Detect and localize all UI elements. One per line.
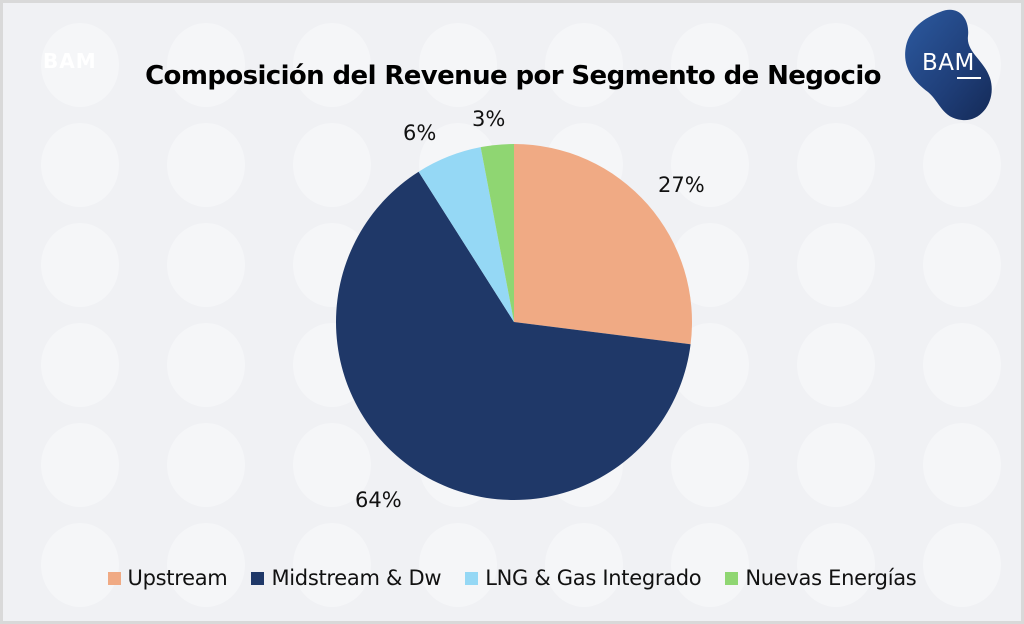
pie-slice-lng-gas-integrado bbox=[418, 147, 514, 322]
watermark-bam: BAM bbox=[43, 49, 97, 73]
legend-item-lng: LNG & Gas Integrado bbox=[465, 566, 702, 590]
watermark-blob bbox=[167, 223, 245, 307]
pie-slice-nuevas-energ-as bbox=[480, 144, 514, 322]
watermark-blob bbox=[545, 23, 623, 107]
watermark-blob bbox=[167, 423, 245, 507]
watermark-blob bbox=[671, 123, 749, 207]
watermark-blob bbox=[167, 523, 245, 607]
bam-logo-icon bbox=[905, 9, 992, 121]
watermark-blob bbox=[797, 23, 875, 107]
legend-swatch-lng bbox=[465, 571, 479, 585]
legend-label: LNG & Gas Integrado bbox=[485, 566, 702, 590]
watermark-blob bbox=[797, 423, 875, 507]
watermark-blob bbox=[41, 423, 119, 507]
watermark-blob bbox=[671, 423, 749, 507]
data-label-lng: 6% bbox=[403, 121, 436, 145]
watermark-blob bbox=[923, 323, 1001, 407]
legend-swatch-midstream bbox=[251, 571, 265, 585]
watermark-blob bbox=[671, 23, 749, 107]
watermark-blob bbox=[41, 323, 119, 407]
watermark-blob bbox=[293, 23, 371, 107]
watermark-blob bbox=[167, 23, 245, 107]
legend: Upstream Midstream & Dw LNG & Gas Integr… bbox=[0, 566, 1024, 590]
watermark-blob bbox=[419, 523, 497, 607]
legend-label: Midstream & Dw bbox=[271, 566, 442, 590]
chart-title: Composición del Revenue por Segmento de … bbox=[145, 61, 881, 91]
bam-logo-text: BAM bbox=[922, 50, 975, 76]
legend-label: Upstream bbox=[127, 566, 228, 590]
watermark-blob bbox=[671, 523, 749, 607]
watermark-blob bbox=[293, 123, 371, 207]
pie-slices bbox=[336, 144, 692, 501]
watermark-blob bbox=[167, 123, 245, 207]
pie-slice-midstream-dw bbox=[336, 171, 691, 501]
watermark-blob bbox=[923, 523, 1001, 607]
legend-item-upstream: Upstream bbox=[107, 566, 228, 590]
watermark-blob bbox=[41, 123, 119, 207]
legend-label: Nuevas Energías bbox=[745, 566, 917, 590]
data-label-midstream: 64% bbox=[355, 488, 402, 512]
chart-frame: BAM Composición del Revenue por Segmento… bbox=[3, 3, 1021, 621]
watermark-blob bbox=[41, 223, 119, 307]
watermark-blob bbox=[293, 523, 371, 607]
bam-logo-underline bbox=[957, 77, 981, 79]
watermark-blob bbox=[797, 223, 875, 307]
legend-item-nuevas: Nuevas Energías bbox=[725, 566, 917, 590]
watermark-blob bbox=[797, 323, 875, 407]
watermark-blob bbox=[923, 223, 1001, 307]
watermark-blob bbox=[167, 323, 245, 407]
legend-swatch-upstream bbox=[107, 571, 121, 585]
pie-slice-upstream bbox=[514, 144, 692, 345]
data-labels: 27% 64% 6% 3% bbox=[355, 107, 705, 512]
watermark-blob bbox=[923, 123, 1001, 207]
legend-swatch-nuevas bbox=[725, 571, 739, 585]
legend-item-midstream: Midstream & Dw bbox=[251, 566, 442, 590]
watermark-blob bbox=[545, 523, 623, 607]
data-label-upstream: 27% bbox=[658, 173, 705, 197]
watermark-blob bbox=[923, 423, 1001, 507]
watermark-blob bbox=[419, 23, 497, 107]
data-label-nuevas: 3% bbox=[472, 107, 505, 131]
watermark-blob bbox=[293, 423, 371, 507]
watermark-blob bbox=[797, 123, 875, 207]
watermark-blob bbox=[797, 523, 875, 607]
watermark-blob bbox=[41, 523, 119, 607]
pie-chart: 27% 64% 6% 3% bbox=[336, 107, 705, 512]
watermark-blob bbox=[41, 23, 119, 107]
